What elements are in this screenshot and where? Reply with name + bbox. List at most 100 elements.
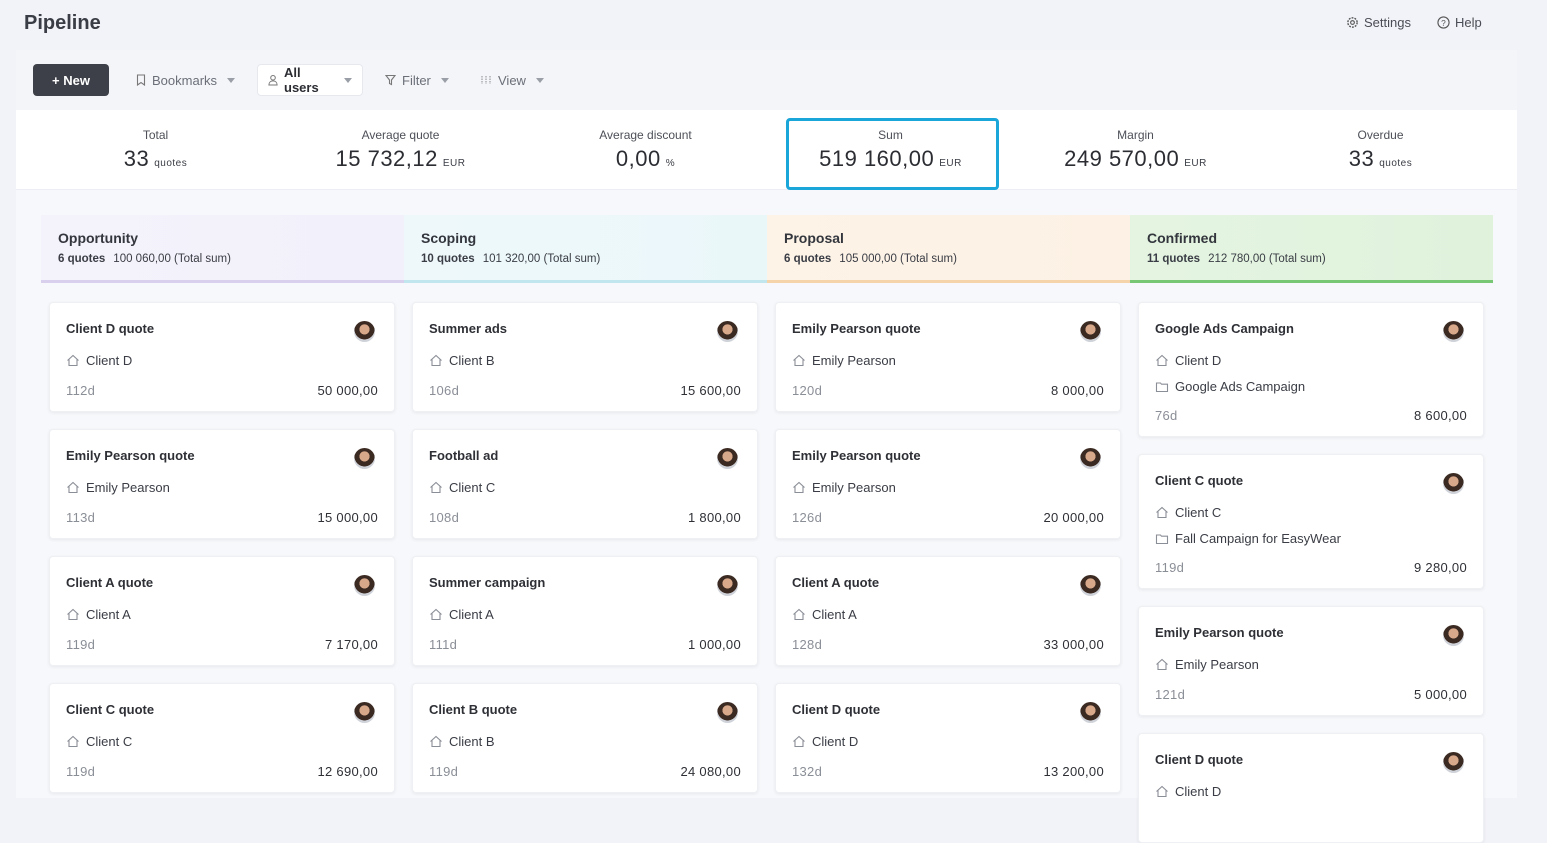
users-button[interactable]: All users [257, 64, 363, 96]
stat-number: 249 570,00 [1064, 146, 1180, 171]
card-age: 132d [792, 764, 823, 779]
column-meta: 6 quotes 105 000,00 (Total sum) [784, 253, 1130, 265]
stat: Sum 519 160,00 EUR [768, 110, 1013, 189]
project-name: Fall Campaign for EasyWear [1175, 531, 1341, 546]
stat-unit: EUR [442, 158, 466, 169]
client-name: Client A [449, 607, 494, 622]
card-amount: 13 200,00 [1043, 764, 1104, 779]
home-icon [793, 481, 805, 494]
client-name: Client C [449, 480, 496, 495]
client-name: Emily Pearson [86, 480, 170, 495]
column-total: 212 780,00 (Total sum) [1208, 253, 1326, 265]
client-name: Emily Pearson [812, 480, 896, 495]
client-name: Client C [86, 734, 133, 749]
client-name: Emily Pearson [1175, 657, 1259, 672]
column-meta: 6 quotes 100 060,00 (Total sum) [58, 253, 404, 265]
column-header: Proposal 6 quotes 105 000,00 (Total sum) [767, 215, 1130, 283]
card-title: Client C quote [1155, 473, 1244, 488]
quote-card[interactable]: Client C quote Client C Fall Campaign for … [1138, 454, 1484, 589]
client-name: Client D [812, 734, 859, 749]
home-icon [430, 735, 442, 748]
quote-card[interactable]: Client D quote Client D 112d 50 000,00 [49, 302, 395, 412]
view-button[interactable]: View [470, 64, 554, 96]
card-amount: 20 000,00 [1043, 510, 1104, 525]
card-age: 119d [66, 764, 96, 779]
bookmarks-button[interactable]: Bookmarks [126, 64, 245, 96]
card-client: Client B [429, 353, 495, 368]
stat-value: 15 732,12 EUR [278, 146, 523, 172]
client-name: Emily Pearson [812, 353, 896, 368]
stats-bar [16, 110, 1517, 190]
help-label: Help [1455, 15, 1482, 30]
card-title: Google Ads Campaign [1155, 321, 1294, 336]
quote-card[interactable]: Emily Pearson quote Emily Pearson 126d 20 0… [775, 429, 1121, 539]
card-client: Client C [429, 480, 495, 495]
client-name: Client A [86, 607, 131, 622]
card-age: 126d [792, 510, 823, 525]
avatar [717, 321, 738, 342]
new-button[interactable]: + New [33, 64, 109, 96]
home-icon [793, 354, 805, 367]
card-client: Client D [792, 734, 858, 749]
card-amount: 5 000,00 [1413, 687, 1467, 702]
caret [535, 77, 544, 83]
column-total: 100 060,00 (Total sum) [113, 253, 231, 265]
card-title: Client D quote [66, 321, 155, 336]
avatar [1080, 575, 1101, 596]
card-amount: 9 280,00 [1413, 560, 1467, 575]
quote-card[interactable]: Client A quote Client A 128d 33 000,00 [775, 556, 1121, 666]
card-age: 120d [792, 383, 823, 398]
quote-card[interactable]: Summer campaign Client A 111d 1 000,00 [412, 556, 758, 666]
bookmark-icon [136, 74, 146, 86]
column-name: Proposal [784, 230, 844, 246]
quote-card[interactable]: Client C quote Client C 119d 12 690,00 [49, 683, 395, 793]
quote-card[interactable]: Summer ads Client B 106d 15 600,00 [412, 302, 758, 412]
stat-label: Margin [1117, 128, 1154, 142]
card-client: Emily Pearson [792, 353, 896, 368]
card-client: Client C [1155, 505, 1221, 520]
avatar [1443, 625, 1464, 646]
card-title: Summer campaign [429, 575, 546, 590]
quote-card[interactable]: Google Ads Campaign Client D Google Ads Ca… [1138, 302, 1484, 437]
quote-card[interactable]: Client B quote Client B 119d 24 080,00 [412, 683, 758, 793]
quote-card[interactable]: Client D quote Client D [1138, 733, 1484, 843]
stat-unit: % [665, 158, 676, 169]
card-age: 111d [429, 637, 458, 652]
avatar [354, 575, 375, 596]
folder-icon [1155, 382, 1169, 393]
settings-link[interactable]: Settings [1346, 15, 1411, 30]
card-amount: 33 000,00 [1043, 637, 1104, 652]
card-client: Client D [1155, 784, 1221, 799]
stat-unit: EUR [1184, 158, 1207, 169]
home-icon [67, 608, 79, 621]
stat: Total 33 quotes [33, 110, 278, 189]
stat-number: 15 732,12 [335, 146, 438, 171]
quote-card[interactable]: Emily Pearson quote Emily Pearson 121d 5 00… [1138, 606, 1484, 716]
card-client: Client B [429, 734, 495, 749]
card-title: Summer ads [429, 321, 508, 336]
column-header: Scoping 10 quotes 101 320,00 (Total sum) [404, 215, 767, 283]
card-amount: 50 000,00 [317, 383, 378, 398]
column-count: 6 quotes [784, 253, 832, 265]
quote-card[interactable]: Emily Pearson quote Emily Pearson 120d 8 00… [775, 302, 1121, 412]
client-name: Client D [1175, 353, 1222, 368]
help-link[interactable]: ? Help [1437, 15, 1482, 30]
quote-card[interactable]: Client D quote Client D 132d 13 200,00 [775, 683, 1121, 793]
quote-card[interactable]: Emily Pearson quote Emily Pearson 113d 15 0… [49, 429, 395, 539]
stat: Margin 249 570,00 EUR [1013, 110, 1258, 189]
card-age: 119d [1155, 560, 1185, 575]
card-client: Client A [66, 607, 131, 622]
stat-label: Sum [878, 128, 903, 142]
card-age: 128d [792, 637, 823, 652]
quote-card[interactable]: Client A quote Client A 119d 7 170,00 [49, 556, 395, 666]
card-client: Client A [429, 607, 494, 622]
filter-button[interactable]: Filter [375, 64, 459, 96]
page: Pipeline html, body { margin: 0; padding… [16, 12, 1517, 843]
home-icon [1156, 506, 1168, 519]
bookmarks-label: Bookmarks [152, 72, 218, 88]
card-amount: 8 600,00 [1413, 408, 1467, 423]
quote-card[interactable]: Football ad Client C 108d 1 800,00 [412, 429, 758, 539]
column-name: Opportunity [58, 230, 139, 246]
avatar [1443, 473, 1464, 494]
card-title: Emily Pearson quote [1155, 625, 1284, 640]
